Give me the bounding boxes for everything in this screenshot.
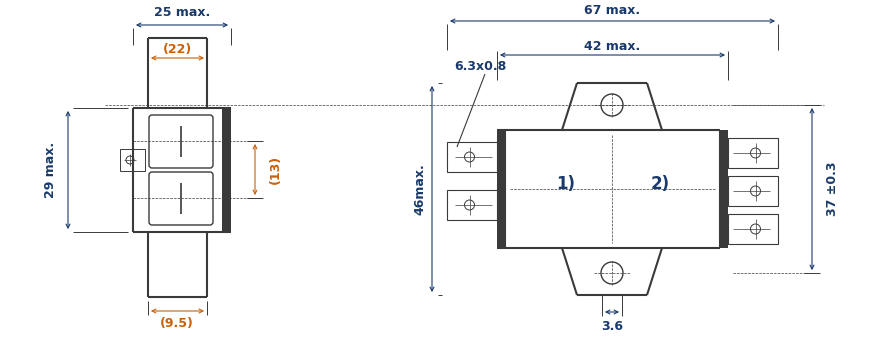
- Bar: [728, 214, 778, 244]
- Text: (9.5): (9.5): [160, 317, 194, 331]
- Bar: [728, 176, 778, 206]
- Text: 67 max.: 67 max.: [584, 3, 640, 17]
- Text: 29 max.: 29 max.: [44, 142, 57, 198]
- Text: (13): (13): [269, 154, 282, 184]
- Bar: [120, 149, 145, 171]
- Text: 25 max.: 25 max.: [154, 6, 210, 20]
- Text: 1): 1): [556, 175, 575, 193]
- Bar: [447, 142, 497, 172]
- Text: 42 max.: 42 max.: [584, 40, 640, 54]
- Text: 2): 2): [650, 175, 669, 193]
- Bar: [720, 130, 728, 248]
- Bar: [222, 108, 231, 232]
- Text: 3.6: 3.6: [601, 319, 623, 333]
- Bar: [497, 130, 505, 248]
- Bar: [447, 190, 497, 220]
- Bar: [728, 138, 778, 168]
- Text: 37 ±0.3: 37 ±0.3: [826, 162, 838, 216]
- Text: 6.3x0.8: 6.3x0.8: [454, 60, 506, 72]
- Text: 46max.: 46max.: [413, 163, 427, 215]
- Text: (22): (22): [163, 43, 191, 57]
